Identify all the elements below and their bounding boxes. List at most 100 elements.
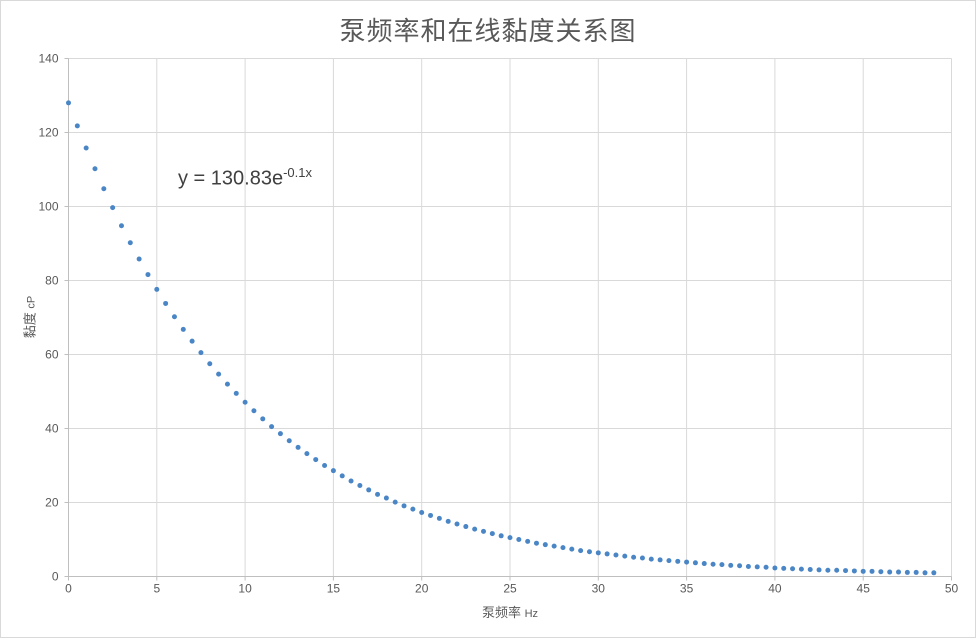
y-axis-title-unit: cP — [25, 295, 38, 309]
data-point — [330, 468, 336, 474]
y-tick-label: 60 — [45, 348, 59, 362]
data-point — [781, 565, 787, 571]
data-point — [586, 549, 592, 555]
data-point — [74, 123, 80, 129]
data-point — [198, 350, 204, 356]
data-point — [242, 399, 248, 405]
data-point — [701, 561, 707, 567]
data-point — [710, 561, 716, 567]
data-point — [807, 566, 813, 572]
x-tick-label: 35 — [680, 582, 694, 596]
x-axis-title-unit: Hz — [524, 608, 539, 620]
data-point — [304, 451, 310, 457]
data-point — [551, 543, 557, 549]
data-point — [216, 371, 222, 377]
data-point — [428, 512, 434, 518]
data-point — [666, 558, 672, 564]
data-point — [224, 381, 230, 387]
data-point — [578, 548, 584, 554]
data-point — [472, 526, 478, 532]
data-point — [507, 535, 513, 541]
data-point — [463, 524, 469, 530]
x-axis-title: 泵频率 Hz — [68, 602, 952, 621]
data-point — [648, 556, 654, 562]
data-point — [834, 567, 840, 573]
data-point — [436, 515, 442, 521]
data-point — [622, 553, 628, 559]
data-point — [260, 416, 266, 422]
data-point — [657, 557, 663, 563]
data-point — [560, 545, 566, 551]
x-tick-label: 20 — [415, 582, 429, 596]
data-point — [525, 538, 531, 544]
data-point — [366, 487, 372, 493]
y-tick-label: 140 — [38, 52, 58, 66]
equation-exponent: -0.1x — [283, 165, 312, 180]
data-point — [896, 569, 902, 575]
data-point — [118, 223, 124, 229]
x-tick-label: 30 — [592, 582, 606, 596]
y-tick-label: 80 — [45, 274, 59, 288]
data-point — [798, 566, 804, 572]
data-point — [816, 567, 822, 573]
data-point — [348, 478, 354, 484]
data-point — [66, 100, 71, 106]
y-tick-label: 120 — [38, 126, 58, 140]
data-point — [419, 509, 425, 515]
data-point — [604, 551, 610, 557]
data-point — [269, 424, 275, 430]
y-tick-label: 0 — [52, 570, 59, 584]
data-point — [737, 563, 743, 569]
data-point — [286, 438, 292, 444]
data-point — [595, 550, 601, 556]
y-tick-label: 40 — [45, 422, 59, 436]
data-point — [189, 338, 195, 344]
data-point — [904, 569, 910, 575]
y-axis-title: 黏度 cP — [20, 296, 39, 338]
data-point — [322, 463, 328, 468]
data-point — [163, 300, 169, 306]
data-point — [207, 361, 213, 367]
data-point — [277, 431, 283, 437]
data-point — [887, 569, 893, 575]
data-series — [66, 100, 937, 576]
x-tick-label: 40 — [768, 582, 782, 596]
chart-title: 泵频率和在线黏度关系图 — [339, 17, 637, 46]
x-tick-label: 15 — [327, 582, 341, 596]
data-point — [860, 568, 866, 574]
data-point — [295, 444, 301, 450]
data-point — [613, 552, 619, 558]
x-tick-label: 50 — [945, 582, 959, 596]
tick-marks — [64, 58, 952, 581]
data-point — [392, 499, 398, 505]
data-point — [542, 542, 548, 548]
data-point — [692, 560, 698, 566]
data-point — [675, 558, 681, 564]
data-point — [83, 145, 89, 151]
data-point — [516, 537, 522, 542]
data-point — [251, 408, 257, 414]
data-point — [719, 562, 725, 568]
data-point — [127, 240, 133, 246]
data-point — [533, 540, 539, 546]
data-point — [180, 326, 186, 332]
data-point — [843, 568, 849, 574]
data-point — [339, 473, 345, 479]
data-point — [869, 568, 875, 574]
data-point — [631, 554, 637, 560]
data-point — [171, 314, 177, 320]
trendline-equation: y = 130.83e-0.1x — [178, 165, 312, 191]
data-point — [136, 256, 142, 262]
x-axis-title-label: 泵频率 — [481, 605, 521, 620]
x-tick-labels: 0 5 10 15 20 25 30 35 40 45 50 — [65, 582, 958, 596]
data-point — [931, 570, 937, 576]
gridlines — [68, 58, 952, 577]
x-tick-label: 10 — [238, 582, 252, 596]
data-point — [763, 564, 769, 570]
x-tick-label: 5 — [153, 582, 160, 596]
data-point — [481, 528, 487, 534]
y-tick-label: 100 — [38, 200, 58, 214]
data-point — [790, 566, 796, 572]
